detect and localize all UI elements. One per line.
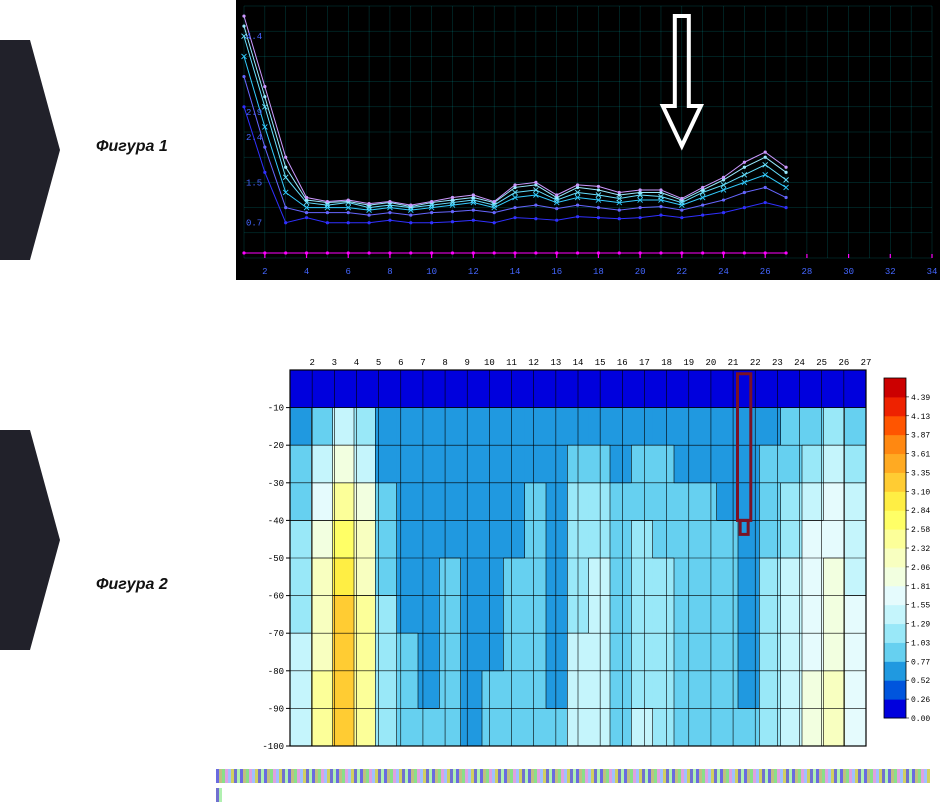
- svg-text:25: 25: [816, 358, 827, 368]
- svg-text:-60: -60: [268, 592, 284, 602]
- svg-text:24: 24: [794, 358, 805, 368]
- line-chart: 0.71.52.42.94.42468101214161820222426283…: [236, 0, 940, 280]
- svg-text:12: 12: [468, 267, 479, 277]
- svg-text:7: 7: [420, 358, 425, 368]
- svg-text:1.55: 1.55: [911, 602, 930, 611]
- svg-text:30: 30: [843, 267, 854, 277]
- svg-text:-70: -70: [268, 629, 284, 639]
- svg-text:26: 26: [760, 267, 771, 277]
- svg-text:19: 19: [683, 358, 694, 368]
- svg-text:2.84: 2.84: [911, 507, 930, 516]
- svg-text:0.7: 0.7: [246, 219, 262, 229]
- svg-text:12: 12: [528, 358, 539, 368]
- svg-text:13: 13: [550, 358, 561, 368]
- contour-chart-container: 2345678910111213141516171819202122232425…: [236, 352, 940, 756]
- svg-text:2: 2: [262, 267, 267, 277]
- svg-text:3.10: 3.10: [911, 488, 930, 497]
- figure-1-label: Фигура 1: [96, 138, 168, 156]
- svg-text:21: 21: [728, 358, 739, 368]
- svg-text:22: 22: [750, 358, 761, 368]
- svg-text:10: 10: [426, 267, 437, 277]
- svg-text:4.39: 4.39: [911, 394, 930, 403]
- svg-text:27: 27: [861, 358, 872, 368]
- svg-text:0.52: 0.52: [911, 677, 930, 686]
- svg-text:-10: -10: [268, 404, 284, 414]
- svg-text:0.77: 0.77: [911, 658, 930, 667]
- svg-text:2.58: 2.58: [911, 526, 930, 535]
- svg-text:-90: -90: [268, 704, 284, 714]
- svg-text:2.32: 2.32: [911, 545, 930, 554]
- figure-2-label: Фигура 2: [96, 576, 168, 594]
- svg-text:-40: -40: [268, 516, 284, 526]
- svg-text:6: 6: [346, 267, 351, 277]
- svg-text:9: 9: [465, 358, 470, 368]
- svg-text:18: 18: [661, 358, 672, 368]
- svg-text:14: 14: [573, 358, 584, 368]
- svg-text:2: 2: [309, 358, 314, 368]
- svg-text:0.00: 0.00: [911, 715, 930, 724]
- pointer-1: [0, 40, 60, 260]
- svg-text:-30: -30: [268, 479, 284, 489]
- svg-text:17: 17: [639, 358, 650, 368]
- svg-text:11: 11: [506, 358, 517, 368]
- svg-text:24: 24: [718, 267, 729, 277]
- svg-text:6: 6: [398, 358, 403, 368]
- svg-text:26: 26: [838, 358, 849, 368]
- svg-text:0.26: 0.26: [911, 696, 930, 705]
- svg-text:8: 8: [387, 267, 392, 277]
- svg-text:4.13: 4.13: [911, 413, 930, 422]
- svg-text:2.9: 2.9: [246, 108, 262, 118]
- svg-text:2.06: 2.06: [911, 564, 930, 573]
- svg-text:2.4: 2.4: [246, 133, 262, 143]
- svg-text:4: 4: [354, 358, 359, 368]
- svg-text:18: 18: [593, 267, 604, 277]
- svg-text:-80: -80: [268, 667, 284, 677]
- svg-text:-50: -50: [268, 554, 284, 564]
- svg-text:-20: -20: [268, 441, 284, 451]
- svg-text:28: 28: [802, 267, 813, 277]
- svg-text:32: 32: [885, 267, 896, 277]
- pointer-2: [0, 430, 60, 650]
- svg-text:1.81: 1.81: [911, 583, 930, 592]
- svg-text:16: 16: [617, 358, 628, 368]
- svg-text:20: 20: [706, 358, 717, 368]
- svg-text:8: 8: [442, 358, 447, 368]
- svg-text:4.4: 4.4: [246, 32, 262, 42]
- svg-text:22: 22: [676, 267, 687, 277]
- svg-text:10: 10: [484, 358, 495, 368]
- svg-text:5: 5: [376, 358, 381, 368]
- svg-text:15: 15: [595, 358, 606, 368]
- svg-text:3.35: 3.35: [911, 469, 930, 478]
- svg-text:-100: -100: [262, 742, 284, 752]
- svg-text:4: 4: [304, 267, 309, 277]
- svg-text:23: 23: [772, 358, 783, 368]
- svg-text:3.61: 3.61: [911, 451, 930, 460]
- svg-text:1.29: 1.29: [911, 621, 930, 630]
- svg-text:16: 16: [551, 267, 562, 277]
- svg-text:1.5: 1.5: [246, 178, 262, 188]
- noise-strip: [216, 769, 930, 783]
- svg-text:3.87: 3.87: [911, 432, 930, 441]
- svg-text:3: 3: [332, 358, 337, 368]
- svg-text:34: 34: [927, 267, 938, 277]
- svg-text:20: 20: [635, 267, 646, 277]
- svg-text:14: 14: [510, 267, 521, 277]
- svg-text:1.03: 1.03: [911, 639, 930, 648]
